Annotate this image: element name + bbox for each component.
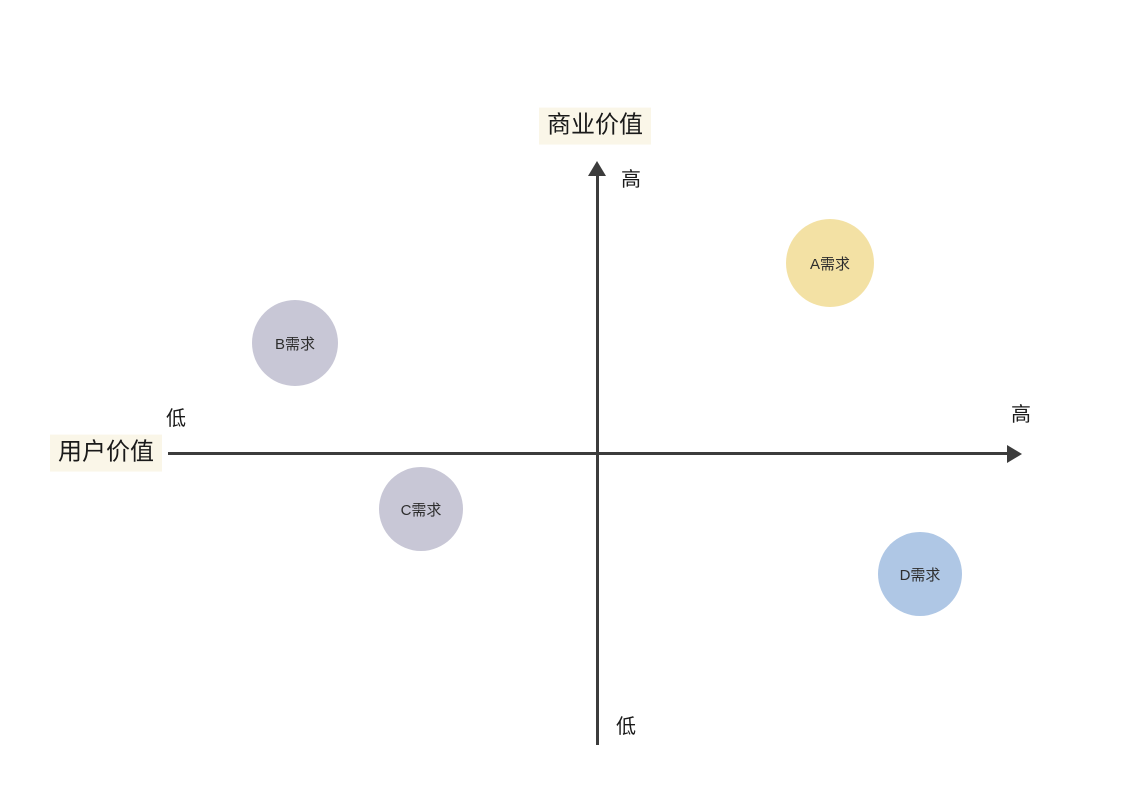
x-axis-title: 用户价值 — [50, 434, 162, 472]
bubble-label: B需求 — [274, 335, 315, 353]
x-axis-line — [168, 452, 1010, 455]
bubble-requirement-c: C需求 — [379, 467, 463, 551]
bubble-label: D需求 — [899, 566, 941, 584]
x-axis-low-label: 低 — [166, 408, 186, 430]
y-axis-arrowhead-icon — [588, 161, 606, 176]
x-axis-arrowhead-icon — [1007, 444, 1022, 463]
y-axis-title: 商业价值 — [539, 107, 651, 145]
bubble-requirement-d: D需求 — [878, 532, 962, 616]
bubble-label: C需求 — [400, 501, 442, 519]
y-axis-line — [596, 172, 599, 745]
y-axis-low-label: 低 — [616, 716, 636, 738]
bubble-requirement-a: A需求 — [786, 219, 874, 307]
bubble-label: A需求 — [809, 255, 850, 273]
bubble-requirement-b: B需求 — [252, 300, 338, 386]
y-axis-high-label: 高 — [621, 169, 641, 191]
x-axis-high-label: 高 — [1011, 404, 1031, 426]
